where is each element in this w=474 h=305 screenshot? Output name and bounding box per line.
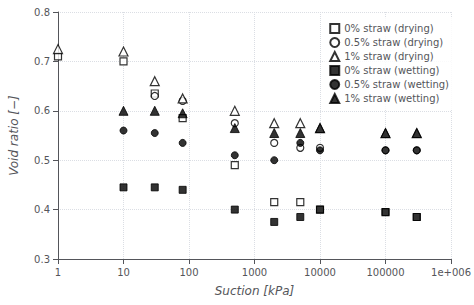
svg-text:10000: 10000 xyxy=(304,267,336,278)
svg-text:0% straw (wetting): 0% straw (wetting) xyxy=(344,65,439,76)
svg-text:100000: 100000 xyxy=(366,267,404,278)
svg-text:1000: 1000 xyxy=(242,267,267,278)
svg-text:0.7: 0.7 xyxy=(34,56,50,67)
svg-text:1% straw (drying): 1% straw (drying) xyxy=(344,51,434,62)
svg-text:Suction [kPa]: Suction [kPa] xyxy=(215,284,295,298)
svg-text:0.4: 0.4 xyxy=(34,204,50,215)
svg-text:0.5% straw (wetting): 0.5% straw (wetting) xyxy=(344,79,449,90)
svg-text:10: 10 xyxy=(117,267,130,278)
svg-text:1: 1 xyxy=(55,267,61,278)
svg-text:Void ratio [−]: Void ratio [−] xyxy=(7,95,21,176)
svg-text:0.6: 0.6 xyxy=(34,105,50,116)
svg-text:100: 100 xyxy=(179,267,198,278)
svg-text:0.5% straw (drying): 0.5% straw (drying) xyxy=(344,37,443,48)
svg-text:0% straw (drying): 0% straw (drying) xyxy=(344,23,434,34)
svg-text:1% straw (wetting): 1% straw (wetting) xyxy=(344,93,439,104)
svg-text:0.3: 0.3 xyxy=(34,254,50,265)
svg-text:0.5: 0.5 xyxy=(34,155,50,166)
svg-text:1e+006: 1e+006 xyxy=(431,267,471,278)
svg-text:0.8: 0.8 xyxy=(34,7,50,18)
